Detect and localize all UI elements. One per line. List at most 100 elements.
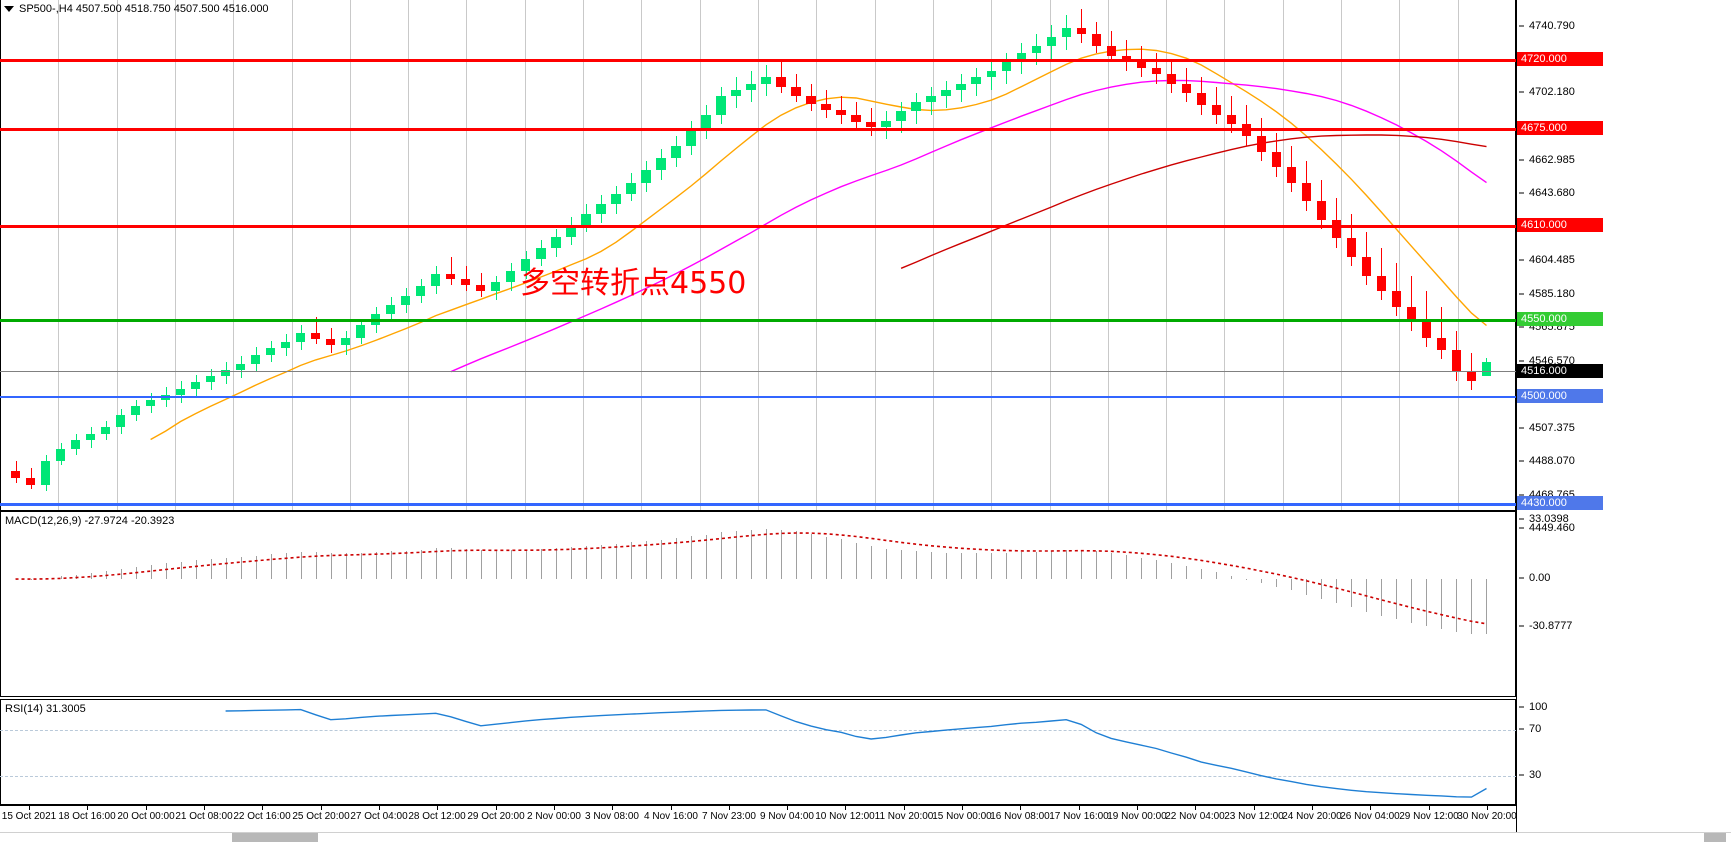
- macd-histogram-bar: [691, 536, 692, 579]
- macd-axis-tick-mark: [1519, 625, 1524, 627]
- time-axis-label: 11 Nov 20:00: [874, 811, 934, 822]
- rsi-axis-tick-mark: [1519, 706, 1524, 708]
- candle-body: [251, 354, 261, 364]
- candle-body: [641, 170, 651, 183]
- time-axis-label: 7 Nov 23:00: [702, 811, 756, 822]
- level-tag-4610[interactable]: 4610.000: [1517, 218, 1603, 232]
- candle-body: [851, 114, 861, 123]
- grid-line-vertical: [466, 0, 467, 510]
- candle-body: [761, 77, 771, 84]
- macd-histogram-bar: [526, 550, 527, 579]
- macd-histogram-bar: [781, 529, 782, 579]
- level-line-4500[interactable]: [0, 396, 1516, 398]
- time-axis-tick: [612, 806, 613, 810]
- macd-histogram-bar: [1186, 565, 1187, 579]
- macd-histogram-bar: [601, 544, 602, 579]
- macd-histogram-bar: [196, 560, 197, 579]
- grid-line-vertical: [875, 0, 876, 510]
- candle-body: [1271, 151, 1281, 168]
- level-tag-4430[interactable]: 4430.000: [1517, 496, 1603, 510]
- time-axis-label: 30 Nov 20:00: [1457, 811, 1517, 822]
- taskbar[interactable]: [0, 832, 1731, 842]
- candle-body: [386, 305, 396, 315]
- grid-line-vertical: [583, 0, 584, 510]
- candle-body: [581, 213, 591, 225]
- macd-label: MACD(12,26,9) -27.9724 -20.3923: [5, 515, 175, 527]
- last-price-tag-4516[interactable]: 4516.000: [1517, 364, 1603, 378]
- rsi-panel[interactable]: RSI(14) 31.3005: [0, 699, 1516, 805]
- macd-histogram-bar: [1306, 579, 1307, 595]
- candle-body: [881, 120, 891, 127]
- candle-body: [1406, 306, 1417, 323]
- macd-histogram-bar: [901, 550, 902, 579]
- candle-body: [1226, 114, 1236, 124]
- symbol-header-text: SP500-,H4 4507.500 4518.750 4507.500 451…: [19, 3, 269, 15]
- rsi-axis-label: 70: [1529, 723, 1542, 735]
- resistance-line-4720[interactable]: [0, 59, 1516, 62]
- grid-line-vertical: [1166, 0, 1167, 510]
- time-axis-label: 26 Nov 04:00: [1340, 811, 1400, 822]
- macd-histogram-bar: [826, 536, 827, 579]
- candle-body: [716, 96, 726, 115]
- candle-body: [1421, 322, 1432, 338]
- level-tag-4500[interactable]: 4500.000: [1517, 389, 1603, 403]
- macd-histogram-bar: [436, 548, 437, 579]
- chart-annotation-text: 多空转折点4550: [520, 266, 747, 301]
- candle-body: [115, 414, 126, 428]
- time-axis-tick: [904, 806, 905, 810]
- macd-histogram-bar: [1456, 579, 1457, 632]
- time-axis-tick: [496, 806, 497, 810]
- macd-histogram-bar: [1216, 572, 1217, 579]
- resistance-line-4675[interactable]: [0, 128, 1516, 131]
- triangle-down-icon[interactable]: [4, 6, 14, 12]
- ma-mid-line: [450, 79, 1487, 373]
- macd-plot-frame: [0, 512, 1516, 696]
- candle-wick: [826, 89, 827, 118]
- macd-histogram-bar: [376, 552, 377, 579]
- candle-body: [311, 332, 321, 340]
- level-tag-4720[interactable]: 4720.000: [1517, 52, 1603, 66]
- macd-panel[interactable]: MACD(12,26,9) -27.9724 -20.3923: [0, 511, 1516, 697]
- macd-histogram-bar: [151, 564, 152, 579]
- candle-body: [656, 157, 666, 171]
- time-axis-label: 15 Nov 00:00: [932, 811, 992, 822]
- taskbar-item[interactable]: [232, 833, 318, 842]
- price-chart-panel[interactable]: SP500-,H4 4507.500 4518.750 4507.500 451…: [0, 0, 1516, 511]
- macd-histogram-bar: [181, 561, 182, 579]
- candle-body: [551, 236, 561, 248]
- last-price-line-4516[interactable]: [0, 371, 1516, 372]
- macd-histogram-bar: [1261, 579, 1262, 583]
- axis-tick-mark: [1519, 25, 1524, 27]
- grid-line-vertical: [1341, 0, 1342, 510]
- macd-histogram-bar: [946, 552, 947, 579]
- level-tag-4550[interactable]: 4550.000: [1517, 312, 1603, 326]
- price-axis-column[interactable]: 4740.7904702.1804682.2904662.9854643.680…: [1516, 0, 1731, 842]
- support-line-4550[interactable]: [0, 319, 1516, 322]
- time-axis-tick: [204, 806, 205, 810]
- macd-histogram-bar: [346, 553, 347, 579]
- axis-tick-mark: [1519, 192, 1524, 194]
- level-tag-4675[interactable]: 4675.000: [1517, 121, 1603, 135]
- candle-wick: [466, 266, 467, 292]
- symbol-header[interactable]: SP500-,H4 4507.500 4518.750 4507.500 451…: [4, 3, 269, 15]
- candle-wick: [1081, 9, 1082, 44]
- macd-histogram-bar: [1111, 553, 1112, 579]
- taskbar-item[interactable]: [1704, 833, 1726, 842]
- candle-body: [175, 388, 186, 395]
- axis-tick-mark: [1519, 91, 1524, 93]
- candle-body: [611, 193, 621, 205]
- resistance-line-4610[interactable]: [0, 225, 1516, 228]
- level-line-4430[interactable]: [0, 503, 1516, 506]
- time-axis-tick: [554, 806, 555, 810]
- axis-tick-mark: [1519, 293, 1524, 295]
- candle-body: [1391, 291, 1402, 307]
- macd-histogram-bar: [1156, 560, 1157, 579]
- macd-histogram-bar: [451, 548, 452, 579]
- time-axis-label: 19 Nov 00:00: [1107, 811, 1167, 822]
- macd-histogram-bar: [811, 533, 812, 579]
- time-axis[interactable]: 15 Oct 2021 18 Oct 16:00 20 Oct 00:00 21 Oc…: [0, 805, 1517, 829]
- macd-histogram-bar: [916, 551, 917, 579]
- candle-body: [986, 71, 996, 78]
- macd-histogram-bar: [961, 552, 962, 579]
- candle-body: [1196, 92, 1206, 106]
